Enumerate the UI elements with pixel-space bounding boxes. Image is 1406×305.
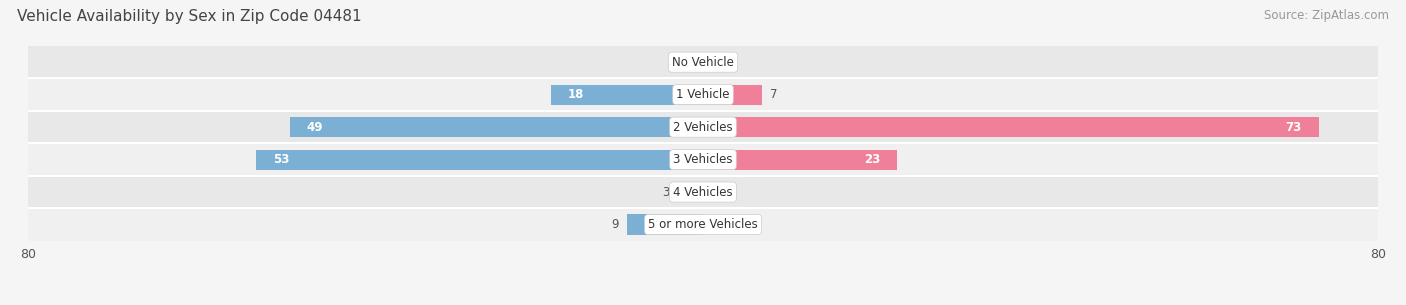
Text: 7: 7 xyxy=(770,88,778,101)
Text: 49: 49 xyxy=(307,120,323,134)
Bar xyxy=(28,143,1378,176)
Bar xyxy=(28,176,1378,208)
Bar xyxy=(678,182,703,202)
Text: 1 Vehicle: 1 Vehicle xyxy=(676,88,730,101)
Text: 23: 23 xyxy=(863,153,880,166)
Bar xyxy=(703,117,1319,137)
Text: 73: 73 xyxy=(1285,120,1302,134)
Text: 3 Vehicles: 3 Vehicles xyxy=(673,153,733,166)
Bar xyxy=(28,111,1378,143)
Text: 0: 0 xyxy=(683,56,690,69)
Text: Vehicle Availability by Sex in Zip Code 04481: Vehicle Availability by Sex in Zip Code … xyxy=(17,9,361,24)
Bar xyxy=(627,214,703,235)
Text: 3: 3 xyxy=(662,185,669,199)
Bar xyxy=(28,46,1378,78)
Bar xyxy=(551,84,703,105)
Text: 2 Vehicles: 2 Vehicles xyxy=(673,120,733,134)
Bar xyxy=(28,78,1378,111)
Text: 0: 0 xyxy=(716,185,723,199)
Text: 53: 53 xyxy=(273,153,290,166)
Bar xyxy=(703,84,762,105)
Text: 4 Vehicles: 4 Vehicles xyxy=(673,185,733,199)
Bar xyxy=(256,149,703,170)
Text: No Vehicle: No Vehicle xyxy=(672,56,734,69)
Text: 9: 9 xyxy=(612,218,619,231)
Text: 0: 0 xyxy=(716,56,723,69)
Bar xyxy=(28,208,1378,241)
Text: 5 or more Vehicles: 5 or more Vehicles xyxy=(648,218,758,231)
Bar xyxy=(703,149,897,170)
Text: 0: 0 xyxy=(716,218,723,231)
Text: Source: ZipAtlas.com: Source: ZipAtlas.com xyxy=(1264,9,1389,22)
Bar xyxy=(290,117,703,137)
Text: 18: 18 xyxy=(568,88,585,101)
